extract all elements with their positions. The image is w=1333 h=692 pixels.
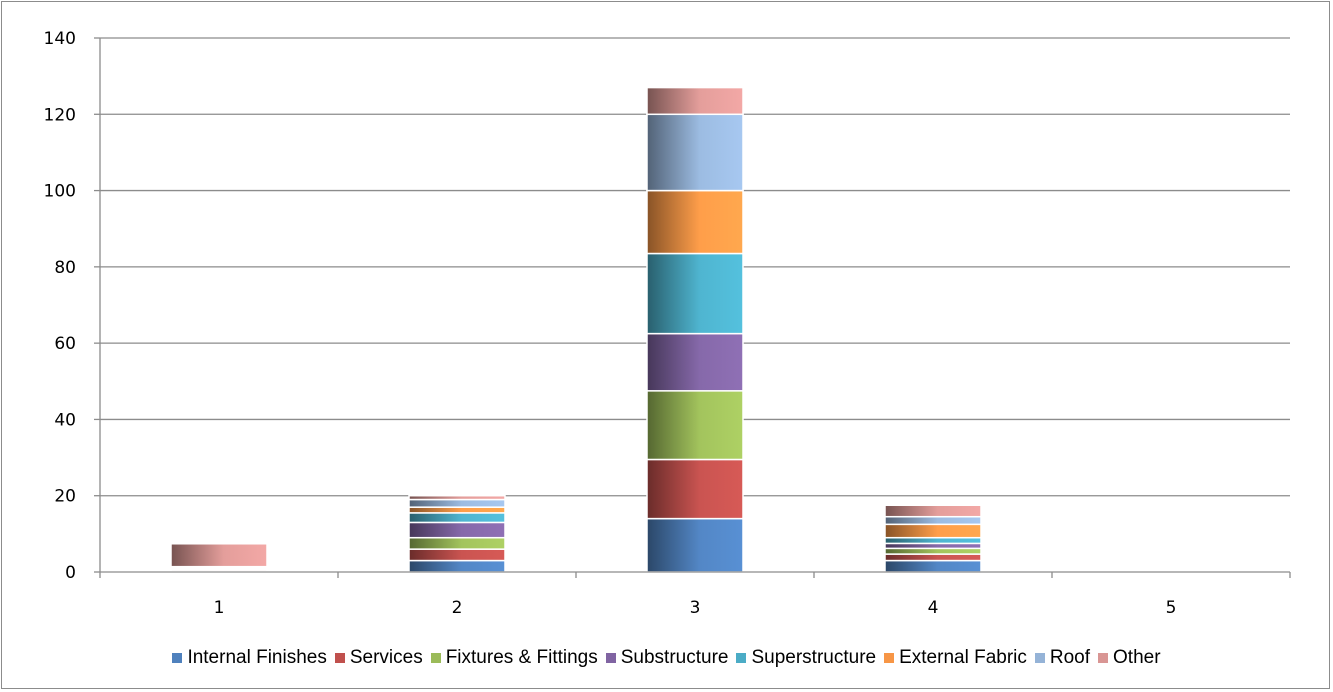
bar-segment [884, 553, 982, 562]
bar-segment [408, 512, 506, 524]
legend-item: Roof [1034, 647, 1091, 669]
bar-segment [170, 543, 268, 568]
y-tick-label: 100 [44, 182, 76, 202]
legend-swatch [1034, 653, 1045, 663]
legend-swatch [334, 653, 345, 663]
legend-label: Services [349, 647, 423, 668]
legend-label: Other [1113, 647, 1161, 668]
bar-segment [646, 458, 744, 520]
y-tick-label: 140 [44, 29, 76, 49]
bar-segment [408, 521, 506, 539]
bar-stack-3 [646, 86, 744, 573]
bar-segment [408, 536, 506, 550]
x-tick-label: 4 [928, 598, 939, 618]
bar-segment [884, 547, 982, 555]
y-tick-label: 120 [44, 105, 76, 125]
legend-item: Substructure [605, 647, 729, 669]
bar-segment [646, 86, 744, 116]
bar-segment [646, 189, 744, 255]
bar-segment [884, 504, 982, 518]
bar-segment [884, 523, 982, 539]
legend-item: Internal Finishes [172, 647, 327, 669]
legend-item: External Fabric [884, 647, 1027, 669]
legend-swatch [736, 653, 747, 663]
bar-segment [646, 517, 744, 573]
bar-stack-4 [884, 504, 982, 573]
legend: Internal Finishes Services Fixtures & Fitt… [0, 647, 1333, 669]
bar-segment [646, 390, 744, 461]
bar-segment [884, 536, 982, 545]
bar-segment [408, 559, 506, 573]
y-tick-label: 20 [54, 487, 76, 507]
bar-segment [884, 559, 982, 573]
x-tick-label: 2 [452, 598, 463, 618]
legend-label: Roof [1049, 647, 1091, 668]
bar-stack-2 [408, 494, 506, 573]
legend-swatch [430, 653, 441, 663]
legend-item: Fixtures & Fittings [430, 647, 598, 669]
bar-segment [408, 494, 506, 501]
bar-segment [408, 548, 506, 562]
bar-segment [646, 252, 744, 335]
legend-swatch [1098, 653, 1109, 663]
y-tick-label: 80 [54, 258, 76, 278]
bar-segment [408, 506, 506, 514]
y-tick-label: 40 [54, 410, 76, 430]
legend-item: Other [1098, 647, 1161, 669]
y-tick-label: 0 [65, 563, 76, 583]
x-tick-label: 1 [214, 598, 225, 618]
x-tick-label: 5 [1166, 598, 1177, 618]
axes: 1 2 3 4 5 [99, 38, 1291, 618]
legend-swatch [605, 653, 616, 663]
legend-label: Substructure [620, 647, 729, 668]
legend-item: Services [334, 647, 423, 669]
bar-stack-1 [170, 543, 268, 573]
legend-swatch [884, 653, 895, 663]
bar-stacks [170, 86, 982, 573]
bar-segment [646, 113, 744, 192]
legend-label: External Fabric [899, 647, 1027, 668]
legend-item: Superstructure [736, 647, 876, 669]
legend-label: Fixtures & Fittings [445, 647, 598, 668]
legend-swatch [172, 653, 183, 663]
bar-segment [408, 498, 506, 508]
legend-label: Internal Finishes [187, 647, 327, 668]
y-tick-label: 60 [54, 334, 76, 354]
bar-segment [646, 332, 744, 392]
bar-segment [884, 515, 982, 526]
legend-label: Superstructure [751, 647, 877, 668]
x-tick-label: 3 [690, 598, 701, 618]
